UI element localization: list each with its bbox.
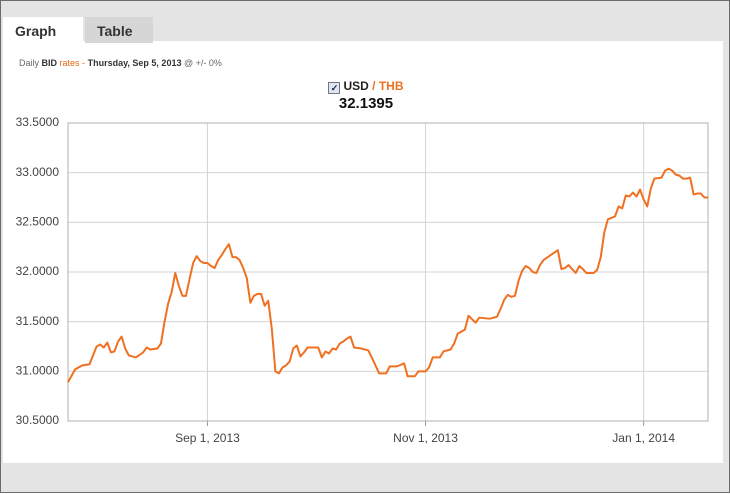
legend-checkbox[interactable]: ✓ bbox=[328, 82, 341, 94]
caption: Daily BID rates - Thursday, Sep 5, 2013 … bbox=[19, 58, 222, 68]
caption-middle: rates - bbox=[59, 58, 86, 68]
caption-date: Thursday, Sep 5, 2013 bbox=[87, 58, 182, 68]
caption-prefix: Daily bbox=[19, 58, 40, 68]
y-tick-label: 32.0000 bbox=[16, 264, 60, 278]
legend-quote: THB bbox=[378, 79, 404, 93]
caption-suffix: @ +/- 0% bbox=[183, 58, 222, 68]
tab[interactable]: Graph bbox=[3, 17, 83, 43]
x-tick-label: Sep 1, 2013 bbox=[175, 431, 240, 445]
y-tick-label: 32.5000 bbox=[16, 215, 60, 229]
y-tick-label: 30.5000 bbox=[16, 413, 60, 427]
tab[interactable]: Table bbox=[85, 17, 153, 43]
series-line bbox=[67, 167, 708, 383]
y-tick-label: 31.0000 bbox=[16, 364, 60, 378]
legend: ✓ USD / THB bbox=[1, 79, 730, 94]
panel bbox=[3, 41, 723, 463]
legend-base: USD bbox=[343, 79, 369, 93]
y-tick-label: 31.5000 bbox=[16, 314, 60, 328]
x-tick-label: Jan 1, 2014 bbox=[612, 431, 675, 445]
rate-value: 32.1395 bbox=[338, 95, 394, 112]
caption-field: BID bbox=[41, 58, 58, 68]
x-tick-label: Nov 1, 2013 bbox=[393, 431, 458, 445]
legend-separator: / bbox=[372, 79, 376, 93]
y-tick-label: 33.0000 bbox=[16, 165, 60, 179]
y-tick-label: 33.5000 bbox=[16, 115, 60, 129]
plot-border bbox=[67, 122, 709, 422]
